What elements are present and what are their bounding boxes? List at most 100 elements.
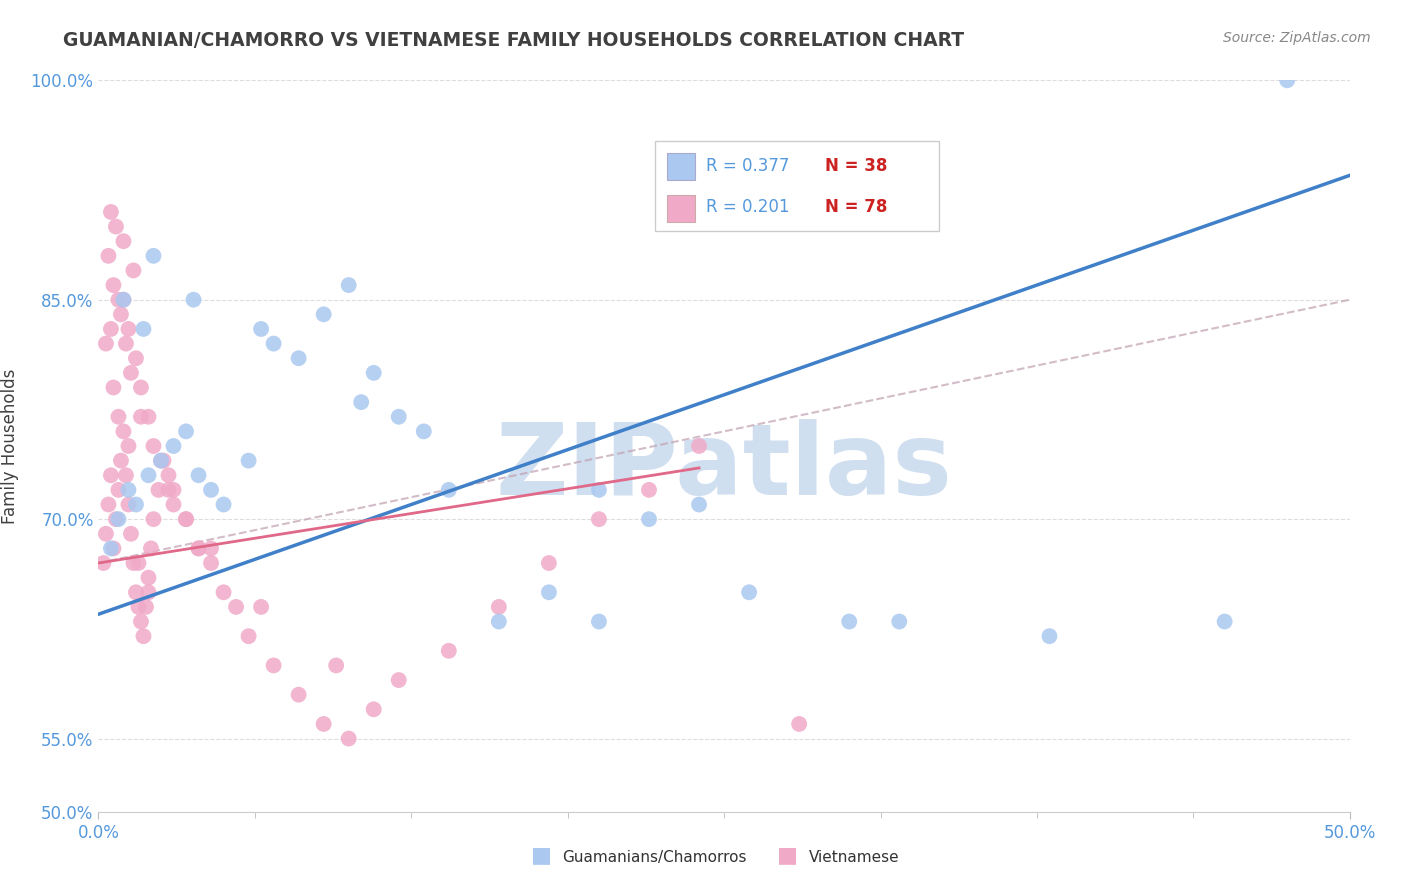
Point <box>200 556 222 570</box>
Point <box>107 483 129 497</box>
Point <box>110 307 132 321</box>
Point <box>107 512 129 526</box>
Point <box>238 453 260 467</box>
Point <box>157 483 180 497</box>
Text: R = 0.201: R = 0.201 <box>706 198 790 217</box>
Text: R = 0.377: R = 0.377 <box>706 157 790 176</box>
Point <box>94 336 117 351</box>
Text: N = 78: N = 78 <box>825 198 887 217</box>
Point <box>152 453 174 467</box>
Point <box>174 512 197 526</box>
Point <box>138 409 160 424</box>
Point <box>174 425 197 439</box>
Point <box>537 585 560 599</box>
Point <box>139 541 162 556</box>
Point <box>97 249 120 263</box>
Point <box>325 658 347 673</box>
Point <box>104 512 127 526</box>
Text: N = 38: N = 38 <box>825 157 887 176</box>
Point <box>117 439 139 453</box>
Text: Source: ZipAtlas.com: Source: ZipAtlas.com <box>1223 31 1371 45</box>
Point <box>187 468 209 483</box>
Point <box>363 366 385 380</box>
Point <box>187 541 209 556</box>
Point <box>112 425 135 439</box>
Point <box>100 541 122 556</box>
Text: ZIPatlas: ZIPatlas <box>496 419 952 516</box>
Point <box>588 512 610 526</box>
Point <box>93 556 115 570</box>
Point <box>120 366 142 380</box>
Point <box>388 409 411 424</box>
Point <box>638 512 661 526</box>
Point <box>212 498 235 512</box>
Point <box>100 205 122 219</box>
Point <box>225 599 247 614</box>
Point <box>688 439 710 453</box>
Point <box>129 409 152 424</box>
Point <box>1277 73 1299 87</box>
Point <box>200 483 222 497</box>
Point <box>103 541 125 556</box>
Point <box>488 615 510 629</box>
Point <box>112 234 135 248</box>
Point <box>363 702 385 716</box>
Point <box>250 322 273 336</box>
Point <box>287 688 309 702</box>
Point <box>117 483 139 497</box>
Point <box>138 468 160 483</box>
Point <box>1213 615 1236 629</box>
Point <box>437 644 460 658</box>
Point <box>238 629 260 643</box>
Point <box>120 526 142 541</box>
Point <box>337 731 360 746</box>
Point <box>212 585 235 599</box>
Point <box>588 615 610 629</box>
Point <box>125 585 148 599</box>
Point <box>148 483 170 497</box>
FancyBboxPatch shape <box>666 195 695 222</box>
Point <box>200 541 222 556</box>
Point <box>688 498 710 512</box>
Point <box>135 599 157 614</box>
Point <box>117 498 139 512</box>
Point <box>437 483 460 497</box>
Point <box>1038 629 1060 643</box>
Text: Vietnamese: Vietnamese <box>808 850 898 865</box>
Point <box>150 453 173 467</box>
Point <box>103 380 125 394</box>
Point <box>142 512 165 526</box>
Point <box>117 322 139 336</box>
Point <box>115 336 138 351</box>
Point <box>110 453 132 467</box>
Point <box>174 512 197 526</box>
Point <box>388 673 411 687</box>
Text: GUAMANIAN/CHAMORRO VS VIETNAMESE FAMILY HOUSEHOLDS CORRELATION CHART: GUAMANIAN/CHAMORRO VS VIETNAMESE FAMILY … <box>63 31 965 50</box>
Point <box>263 658 285 673</box>
Point <box>125 351 148 366</box>
Point <box>787 717 810 731</box>
Text: ■: ■ <box>778 846 797 865</box>
Point <box>107 409 129 424</box>
Point <box>100 322 122 336</box>
Point <box>588 483 610 497</box>
Point <box>107 293 129 307</box>
Point <box>312 717 335 731</box>
Point <box>738 585 761 599</box>
Point <box>162 439 184 453</box>
Point <box>125 498 148 512</box>
Point <box>100 468 122 483</box>
Point <box>112 293 135 307</box>
Point <box>412 425 434 439</box>
Point <box>350 395 373 409</box>
Point <box>103 278 125 293</box>
Point <box>157 468 180 483</box>
Point <box>138 571 160 585</box>
Point <box>162 498 184 512</box>
Point <box>115 468 138 483</box>
Point <box>122 263 145 277</box>
Point <box>127 556 149 570</box>
Point <box>142 439 165 453</box>
Point <box>129 615 152 629</box>
Point <box>112 293 135 307</box>
